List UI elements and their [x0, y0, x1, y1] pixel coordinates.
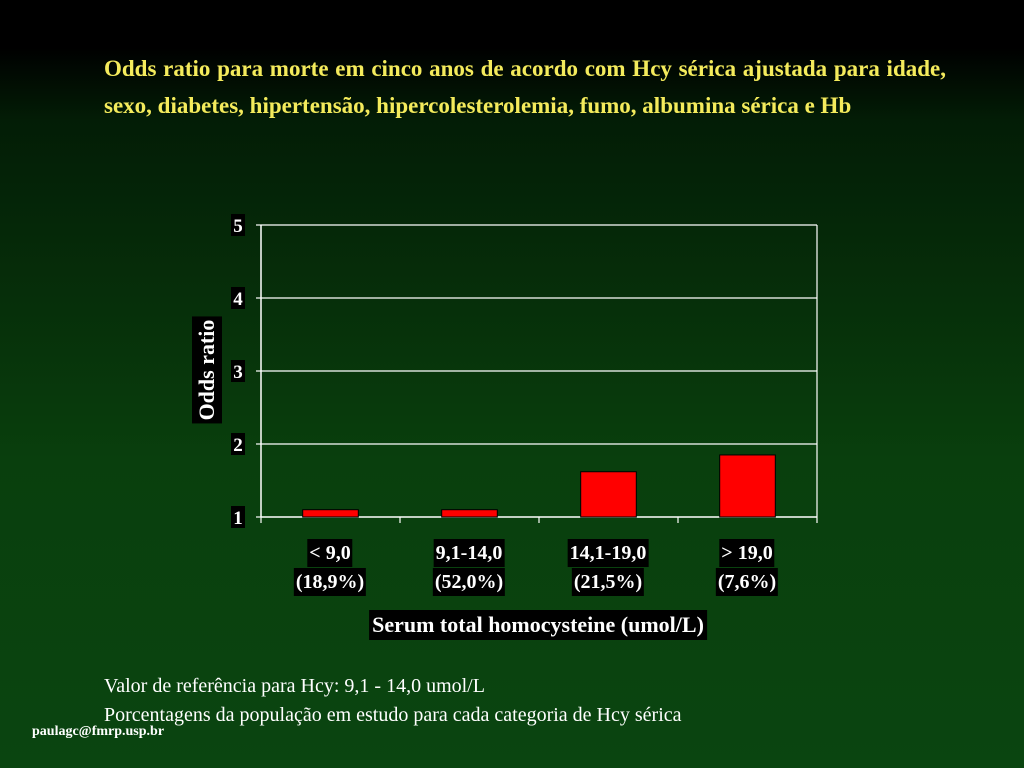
y-tick-label-bg [231, 287, 245, 309]
bar-4 [719, 454, 776, 518]
x-tick-sublabel: (7,6%) [715, 568, 779, 596]
reference-note: Valor de referência para Hcy: 9,1 - 14,0… [104, 675, 485, 697]
y-axis-label: Odds ratio [192, 316, 222, 424]
x-tick-label: < 9,0 [307, 539, 353, 567]
x-tick-sublabel: (18,9%) [293, 568, 367, 596]
x-tick-sublabel: (21,5%) [571, 568, 645, 596]
chart-bars [302, 454, 776, 518]
x-axis-label: Serum total homocysteine (umol/L) [369, 610, 707, 640]
y-tick-label-bg [231, 433, 245, 455]
y-tick-label: 3 [233, 362, 243, 383]
bar-1 [302, 509, 359, 518]
y-tick-label: 1 [233, 508, 243, 529]
y-tick-label-bg [231, 360, 245, 382]
y-tick-label: 4 [233, 289, 243, 310]
x-tick-label: 14,1-19,0 [567, 539, 649, 567]
y-tick-label: 2 [233, 435, 243, 456]
x-tick-label: > 19,0 [719, 539, 775, 567]
y-tick-label-bg [231, 506, 245, 528]
population-note: Porcentagens da população em estudo para… [104, 704, 682, 726]
footer-email: paulagc@fmrp.usp.br [32, 724, 165, 739]
bar-2 [441, 509, 498, 518]
x-tick-sublabel: (52,0%) [432, 568, 506, 596]
y-tick-label: 5 [233, 216, 243, 237]
y-tick-label-bg [231, 214, 245, 236]
chart-gridlines [261, 224, 818, 517]
slide-title: Odds ratio para morte em cinco anos de a… [104, 56, 946, 118]
x-tick-label: 9,1-14,0 [433, 539, 505, 567]
chart-y-tick-labels: 1 2 3 4 5 [231, 214, 245, 529]
bar-3 [580, 471, 637, 518]
